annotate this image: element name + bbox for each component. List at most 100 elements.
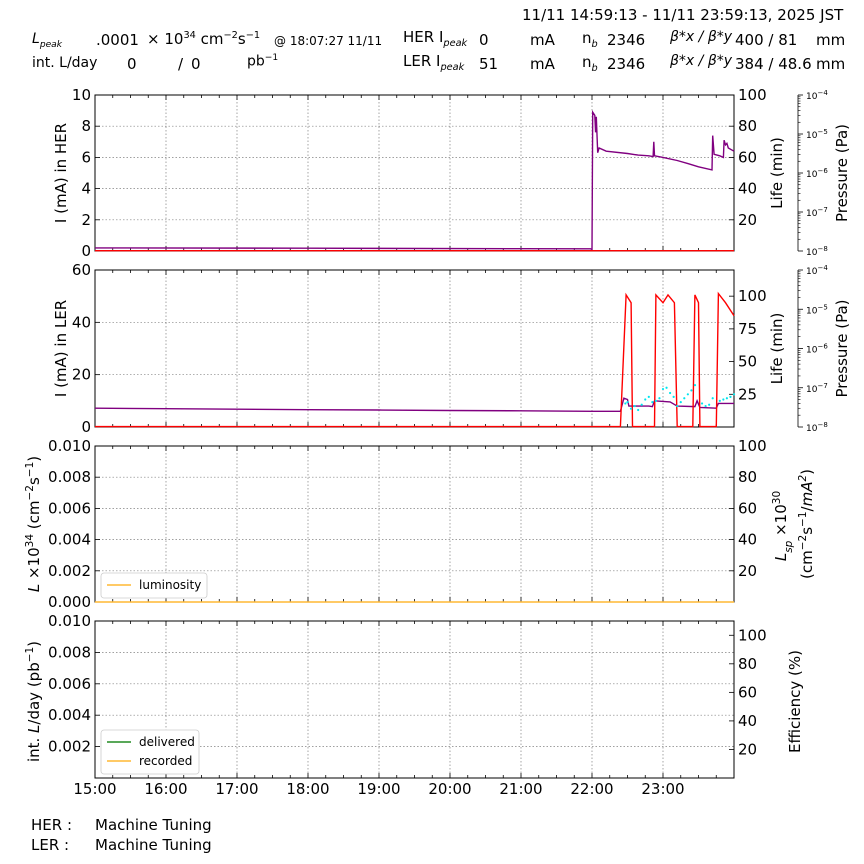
y2-tick-label: 40 — [738, 531, 757, 549]
pressure-tick-label: 10−5 — [806, 128, 828, 141]
panel-integrated: 0.002 0.004 0.006 0.008 0.010 20 40 60 80 100 deli… — [48, 612, 767, 798]
pressure-point — [665, 386, 668, 389]
pressure-tick-label: 10−6 — [806, 167, 828, 180]
x-tick-label: 18:00 — [286, 780, 329, 798]
y2-tick-label: 75 — [738, 320, 757, 338]
x-tick-label: 20:00 — [428, 780, 471, 798]
y-tick-label: 0 — [81, 242, 91, 260]
ler-life-axis-label: Life (min) — [768, 313, 786, 385]
pressure-point — [658, 397, 661, 400]
y-tick-label: 0.010 — [48, 437, 91, 455]
ler-ipeak-label: LER Ipeak — [403, 52, 465, 73]
lpeak-value: .0001 — [96, 31, 139, 49]
pressure-axis-label: Pressure (Pa) — [833, 299, 851, 397]
y2-tick-label: 80 — [738, 655, 757, 673]
panel-frame — [94, 94, 735, 252]
pressure-tick-label: 10−8 — [806, 245, 828, 258]
y-tick-label: 10 — [72, 86, 91, 104]
y-tick-label: 0.008 — [48, 643, 91, 661]
her-beta-unit: mm — [816, 31, 846, 49]
y2-tick-label: 100 — [738, 626, 767, 644]
time-range: 11/11 14:59:13 - 11/11 23:59:13, 2025 JS… — [522, 6, 844, 24]
pressure-tick-label: 10−6 — [806, 343, 828, 356]
x-tick-label: 21:00 — [499, 780, 542, 798]
pressure-point — [711, 397, 714, 400]
y2-tick-label: 60 — [738, 683, 757, 701]
y2-tick-label: 40 — [738, 712, 757, 730]
legend-label-delivered: delivered — [139, 735, 195, 749]
efficiency-axis-label: Efficiency (%) — [786, 650, 804, 753]
specific-luminosity-axis-label: Lsp ×1030 — [771, 491, 795, 561]
panel-frame — [94, 269, 735, 428]
her-status-text: Machine Tuning — [95, 816, 212, 834]
y2-tick-label: 60 — [738, 499, 757, 517]
pressure-point — [700, 402, 704, 405]
x-tick-label: 22:00 — [570, 780, 613, 798]
y-tick-label: 2 — [81, 211, 91, 229]
her-nb-label: nb — [582, 29, 598, 50]
legend-box — [100, 572, 208, 599]
y-tick-label: 0.002 — [48, 562, 91, 580]
y2-tick-label: 20 — [738, 562, 757, 580]
pressure-point — [640, 403, 643, 406]
ler-nb-value: 2346 — [607, 55, 646, 73]
pressure-point — [704, 404, 707, 408]
y-tick-label: 4 — [81, 180, 91, 198]
ler-ipeak-unit: mA — [530, 55, 555, 73]
y2-tick-label: 80 — [738, 468, 757, 486]
y2-tick-label: 100 — [738, 287, 767, 305]
y2-tick-label: 60 — [738, 148, 757, 166]
pressure-point — [690, 389, 693, 392]
her-beta-value: 400 / 81 — [735, 31, 798, 49]
y2-tick-label: 100 — [738, 437, 767, 455]
int-lumi-value1: 0 — [127, 55, 137, 73]
lpeak-time: @ 18:07:27 11/11 — [274, 34, 383, 48]
lpeak-label: Lpeak — [32, 31, 63, 50]
pressure-point — [732, 393, 736, 396]
pressure-point — [722, 398, 725, 401]
pressure-point — [672, 395, 675, 399]
pressure-point — [686, 393, 689, 396]
her-status-label: HER : — [31, 816, 73, 834]
her-ipeak-label: HER Ipeak — [403, 28, 468, 49]
y-tick-label: 0.010 — [48, 612, 91, 630]
legend-label-recorded: recorded — [139, 754, 192, 768]
int-luminosity-axis-label: int. L/day (pb−1) — [24, 641, 43, 762]
her-life-axis-label: Life (min) — [768, 137, 786, 209]
pressure-tick-label: 10−8 — [806, 421, 828, 434]
pressure-point — [644, 398, 647, 401]
pressure-tick-label: 10−4 — [806, 89, 828, 102]
y2-tick-label: 20 — [738, 740, 757, 758]
ler-status-label: LER : — [31, 836, 70, 854]
ler-beta-unit: mm — [816, 55, 846, 73]
pressure-point — [647, 395, 650, 399]
pressure-point — [654, 399, 658, 402]
y-tick-label: 0.008 — [48, 468, 91, 486]
ler-status-text: Machine Tuning — [95, 836, 212, 854]
y2-tick-label: 50 — [738, 353, 757, 371]
her-nb-value: 2346 — [607, 31, 646, 49]
her-current-axis-label: I (mA) in HER — [52, 123, 70, 223]
y2-tick-label: 25 — [738, 385, 757, 403]
int-lumi-value2: 0 — [191, 55, 201, 73]
her-beta-label: β*x / β*y — [670, 29, 733, 45]
pressure-point — [633, 404, 636, 408]
her-ipeak-value: 0 — [479, 31, 489, 49]
ler-nb-label: nb — [582, 53, 598, 74]
x-tick-label: 16:00 — [144, 780, 187, 798]
current-line — [94, 109, 735, 251]
y-tick-label: 0.000 — [48, 593, 91, 611]
pressure-point — [725, 397, 729, 400]
int-lumi-unit: pb−1 — [247, 53, 279, 70]
y-tick-label: 0.006 — [48, 675, 91, 693]
lpeak-unit: × 1034 cm−2s−1 — [147, 30, 261, 48]
ler-ipeak-value: 51 — [479, 55, 499, 73]
current-line — [94, 397, 734, 412]
pressure-point — [718, 399, 721, 402]
x-tick-label: 19:00 — [357, 780, 400, 798]
y-tick-label: 0 — [81, 418, 91, 436]
y-tick-label: 6 — [81, 148, 91, 166]
y-tick-label: 0.004 — [48, 531, 91, 549]
y-tick-label: 0.006 — [48, 499, 91, 517]
